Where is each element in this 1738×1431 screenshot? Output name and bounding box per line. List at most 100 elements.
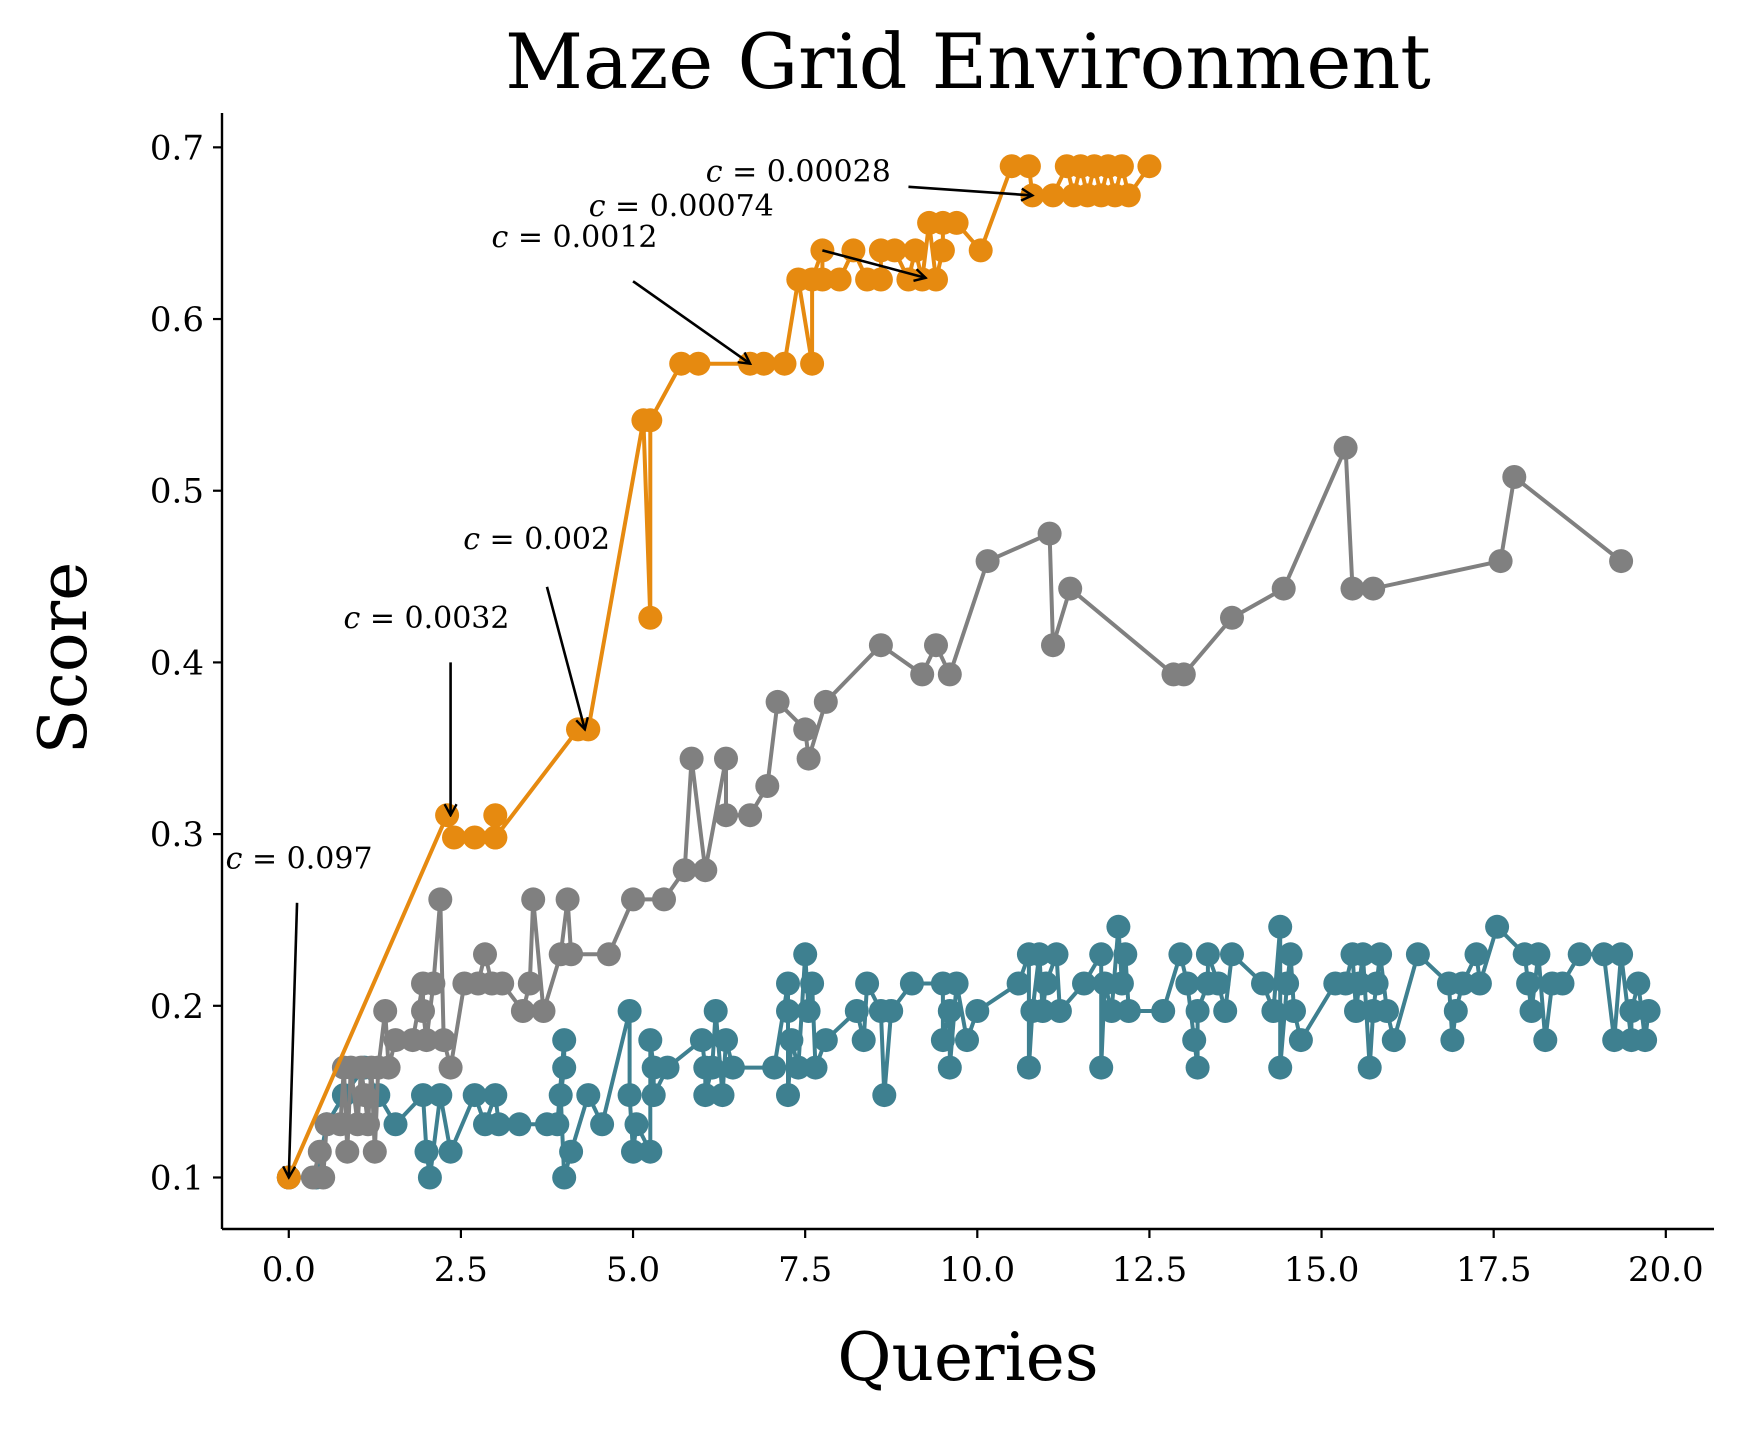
annotation-value: = 0.097 [242,841,372,876]
annotation: c = 0.097 [226,841,373,1177]
annotation: c = 0.00028 [706,155,1033,196]
annotation-symbol: c [492,220,509,255]
data-point-gray [975,549,1000,574]
data-point-orange [827,267,852,292]
data-point-orange [944,210,969,235]
data-point-teal [1467,971,1492,996]
annotation: c = 0.0032 [343,601,509,815]
data-point-teal [1089,942,1114,967]
data-point-gray [679,746,704,771]
y-tick-label: 0.3 [150,815,204,855]
data-point-gray [937,662,962,687]
x-tick-label: 0.0 [262,1250,316,1290]
data-point-teal [1550,971,1575,996]
data-point-teal [414,1139,439,1164]
data-point-teal [955,1028,979,1053]
data-point-gray [672,858,697,883]
data-point-orange [686,351,711,376]
data-point-teal [1526,942,1551,967]
data-point-teal [1016,1055,1041,1080]
data-point-teal [1113,942,1138,967]
data-point-teal [1344,999,1368,1023]
data-point-teal [1089,1055,1114,1080]
data-point-gray [765,689,790,714]
annotation: c = 0.00074 [589,189,926,278]
data-point-gray [924,633,948,658]
annotation-symbol: c [463,522,480,557]
chart-title: Maze Grid Environment [505,17,1431,106]
data-point-gray [521,887,546,912]
data-point-teal [1619,999,1644,1023]
y-axis-label: Score [25,562,102,755]
data-point-teal [1275,971,1300,996]
data-point-teal [855,971,880,996]
data-point-gray [793,717,818,742]
data-point-gray [1271,576,1296,601]
data-point-teal [548,1083,573,1108]
data-point-teal [720,1055,745,1080]
data-point-orange [882,238,907,263]
data-point-teal [1268,914,1293,939]
y-tick-label: 0.7 [150,128,204,168]
data-point-gray [868,633,893,658]
data-point-teal [1602,1028,1627,1053]
annotation-label: c = 0.0012 [492,220,658,255]
data-point-teal [1006,971,1031,996]
data-point-gray [714,803,738,828]
data-point-orange [1109,154,1134,179]
data-point-teal [1047,999,1072,1023]
data-point-teal [438,1139,463,1164]
annotation-arrow [632,280,750,363]
data-point-teal [714,1028,738,1053]
data-point-orange [1137,154,1162,179]
data-point-teal [1251,971,1275,996]
data-point-teal [1485,914,1510,939]
data-point-teal [552,1055,577,1080]
data-point-gray [517,971,542,996]
data-point-teal [1282,999,1306,1023]
data-point-teal [638,1028,663,1053]
annotation-symbol: c [226,841,243,876]
data-point-teal [507,1112,532,1137]
data-point-teal [872,1083,897,1108]
data-point-gray [362,1139,387,1164]
data-point-teal [965,999,990,1023]
data-point-gray [693,858,718,883]
data-point-teal [844,999,869,1023]
data-point-gray [356,1112,380,1137]
annotation-value: = 0.0012 [508,220,657,255]
data-point-teal [879,999,904,1023]
data-point-teal [590,1112,615,1137]
annotation-arrow [289,902,299,1178]
data-point-teal [1268,1055,1293,1080]
data-point-teal [1591,942,1616,967]
data-point-teal [1106,914,1131,939]
data-point-teal [545,1112,570,1137]
data-point-gray [376,1055,401,1080]
data-point-orange [751,351,776,376]
data-point-teal [1092,971,1117,996]
data-point-teal [1027,942,1052,967]
data-point-orange [903,238,928,263]
data-point-gray [1058,576,1083,601]
data-point-teal [1519,999,1544,1023]
data-point-teal [930,1028,955,1053]
y-tick-label: 0.4 [150,643,204,683]
data-point-gray [714,746,738,771]
data-point-orange [772,351,797,376]
data-point-teal [776,971,800,996]
data-point-teal [1116,999,1141,1023]
data-point-teal [1609,942,1634,967]
data-point-teal [1185,999,1210,1023]
data-point-orange [800,351,825,376]
data-point-gray [473,942,497,967]
data-point-teal [776,1083,800,1108]
data-point-teal [1440,1028,1465,1053]
data-point-gray [411,999,435,1023]
series-line-teal [288,924,1651,1180]
data-point-teal [1405,942,1430,967]
data-point-teal [800,971,825,996]
data-point-gray [490,971,515,996]
data-point-teal [462,1083,487,1108]
annotation-arrow [822,249,925,277]
